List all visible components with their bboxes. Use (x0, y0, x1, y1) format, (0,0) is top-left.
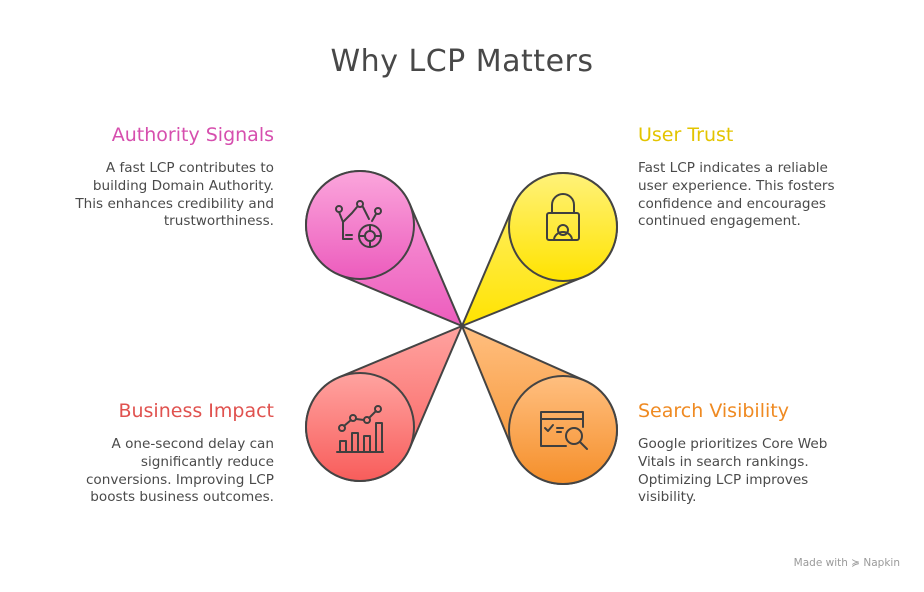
item-text: Fast LCP indicates a reliable user exper… (638, 160, 835, 230)
lock-user-icon (546, 193, 580, 241)
page-title: Why LCP Matters (330, 44, 594, 79)
growth-chart-icon (336, 405, 384, 453)
footer-attribution[interactable]: Made with ≽ Napkin (794, 557, 900, 569)
petal-authority-circle (305, 170, 415, 280)
item-title: User Trust (638, 124, 734, 146)
petal-trust-circle (508, 172, 618, 282)
item-title: Search Visibility (638, 400, 789, 422)
item-user-trust: User Trust Fast LCP indicates a reliable… (638, 124, 858, 231)
petal-search-circle (508, 375, 618, 485)
item-text: Google prioritizes Core Web Vitals in se… (638, 436, 828, 506)
brand-label: Napkin (863, 557, 900, 569)
item-business-impact: Business Impact A one-second delay can s… (54, 400, 274, 507)
crown-badge-icon (335, 200, 382, 248)
item-search-visibility: Search Visibility Google prioritizes Cor… (638, 400, 858, 507)
petal-business-circle (305, 372, 415, 482)
item-text: A fast LCP contributes to building Domai… (75, 160, 274, 230)
napkin-logo-icon: ≽ (851, 557, 861, 569)
item-text: A one-second delay can significantly red… (85, 436, 274, 506)
made-with-label: Made with (793, 557, 848, 569)
item-title: Authority Signals (111, 124, 274, 146)
item-authority-signals: Authority Signals A fast LCP contributes… (54, 124, 274, 231)
item-title: Business Impact (118, 400, 274, 422)
search-window-icon (540, 411, 588, 450)
